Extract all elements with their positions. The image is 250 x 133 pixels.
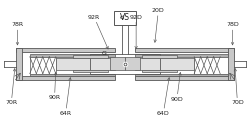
Bar xyxy=(73,55,108,58)
Bar xyxy=(110,57,125,70)
Bar xyxy=(30,54,115,57)
Bar xyxy=(142,70,177,72)
Text: 64D: 64D xyxy=(157,78,170,116)
Bar xyxy=(30,57,56,74)
Text: 64R: 64R xyxy=(60,78,72,116)
Bar xyxy=(135,76,234,80)
Bar xyxy=(135,48,234,51)
Text: VS: VS xyxy=(120,13,130,22)
Bar xyxy=(16,48,115,51)
Text: 92D: 92D xyxy=(130,14,142,49)
Bar xyxy=(142,55,177,58)
Text: d: d xyxy=(120,15,124,20)
Bar xyxy=(194,57,228,74)
Bar xyxy=(73,70,108,72)
Text: 70R: 70R xyxy=(5,69,17,105)
Bar xyxy=(114,11,136,25)
Bar xyxy=(90,54,160,74)
Bar xyxy=(30,74,115,76)
Text: 92R: 92R xyxy=(88,14,108,49)
Text: 78R: 78R xyxy=(12,22,24,45)
Text: 78D: 78D xyxy=(226,22,239,45)
Bar xyxy=(16,48,22,80)
Text: 90D: 90D xyxy=(170,72,183,102)
Bar xyxy=(135,58,194,70)
Text: 90R: 90R xyxy=(48,72,60,100)
Bar xyxy=(125,57,140,70)
Text: G: G xyxy=(102,51,106,56)
Bar xyxy=(228,48,234,80)
Bar xyxy=(135,54,228,57)
Bar xyxy=(135,74,228,76)
Text: 70D: 70D xyxy=(231,69,244,105)
Text: 20D: 20D xyxy=(152,8,165,42)
Bar xyxy=(56,58,115,70)
Bar xyxy=(16,76,115,80)
